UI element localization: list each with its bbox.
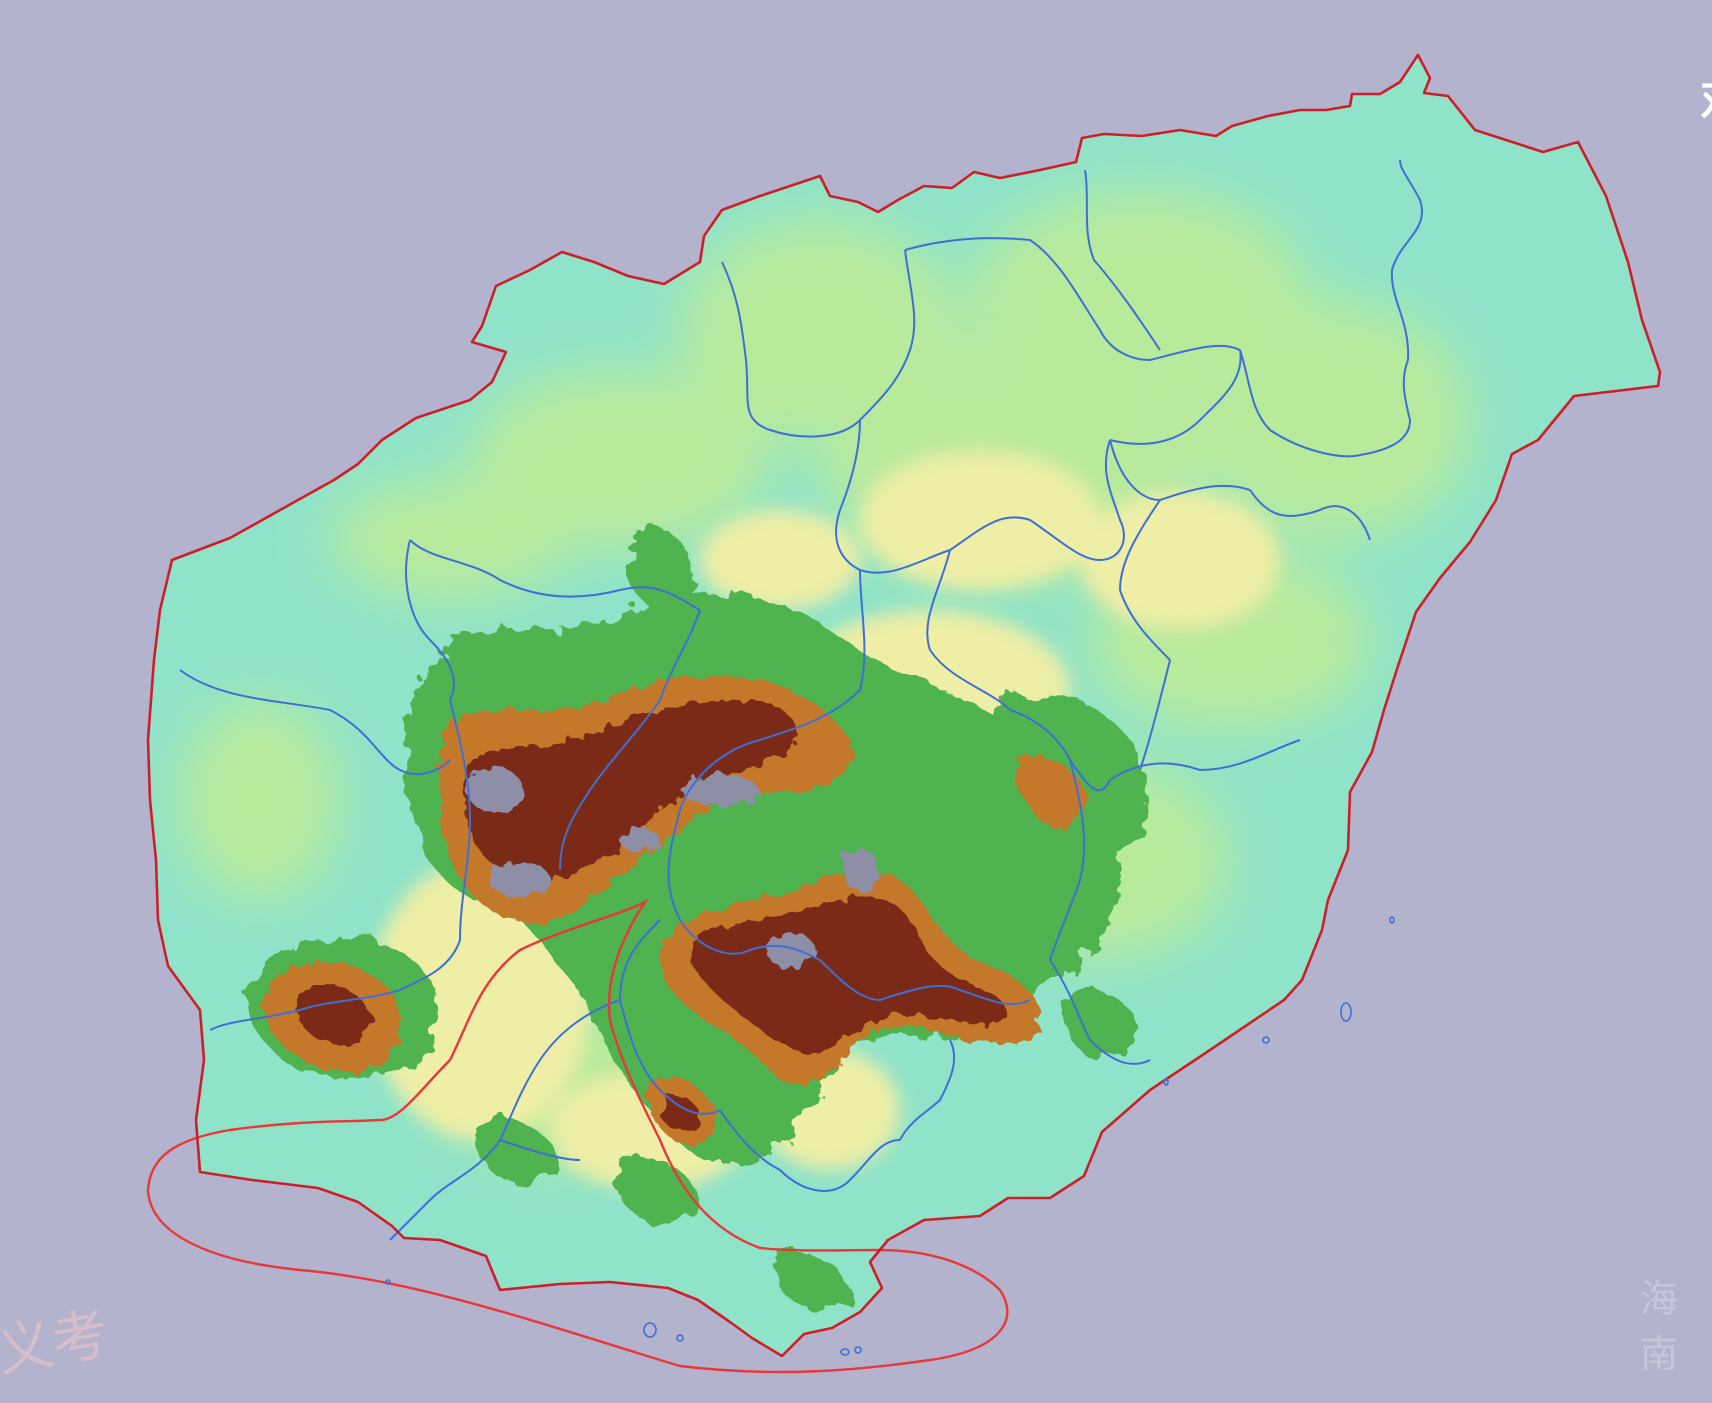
offshore-islets xyxy=(385,916,1395,1356)
admin-boundaries xyxy=(179,159,1423,1241)
study-area-outline xyxy=(146,898,1009,1374)
coastline xyxy=(146,53,1662,1358)
summits xyxy=(467,768,878,968)
